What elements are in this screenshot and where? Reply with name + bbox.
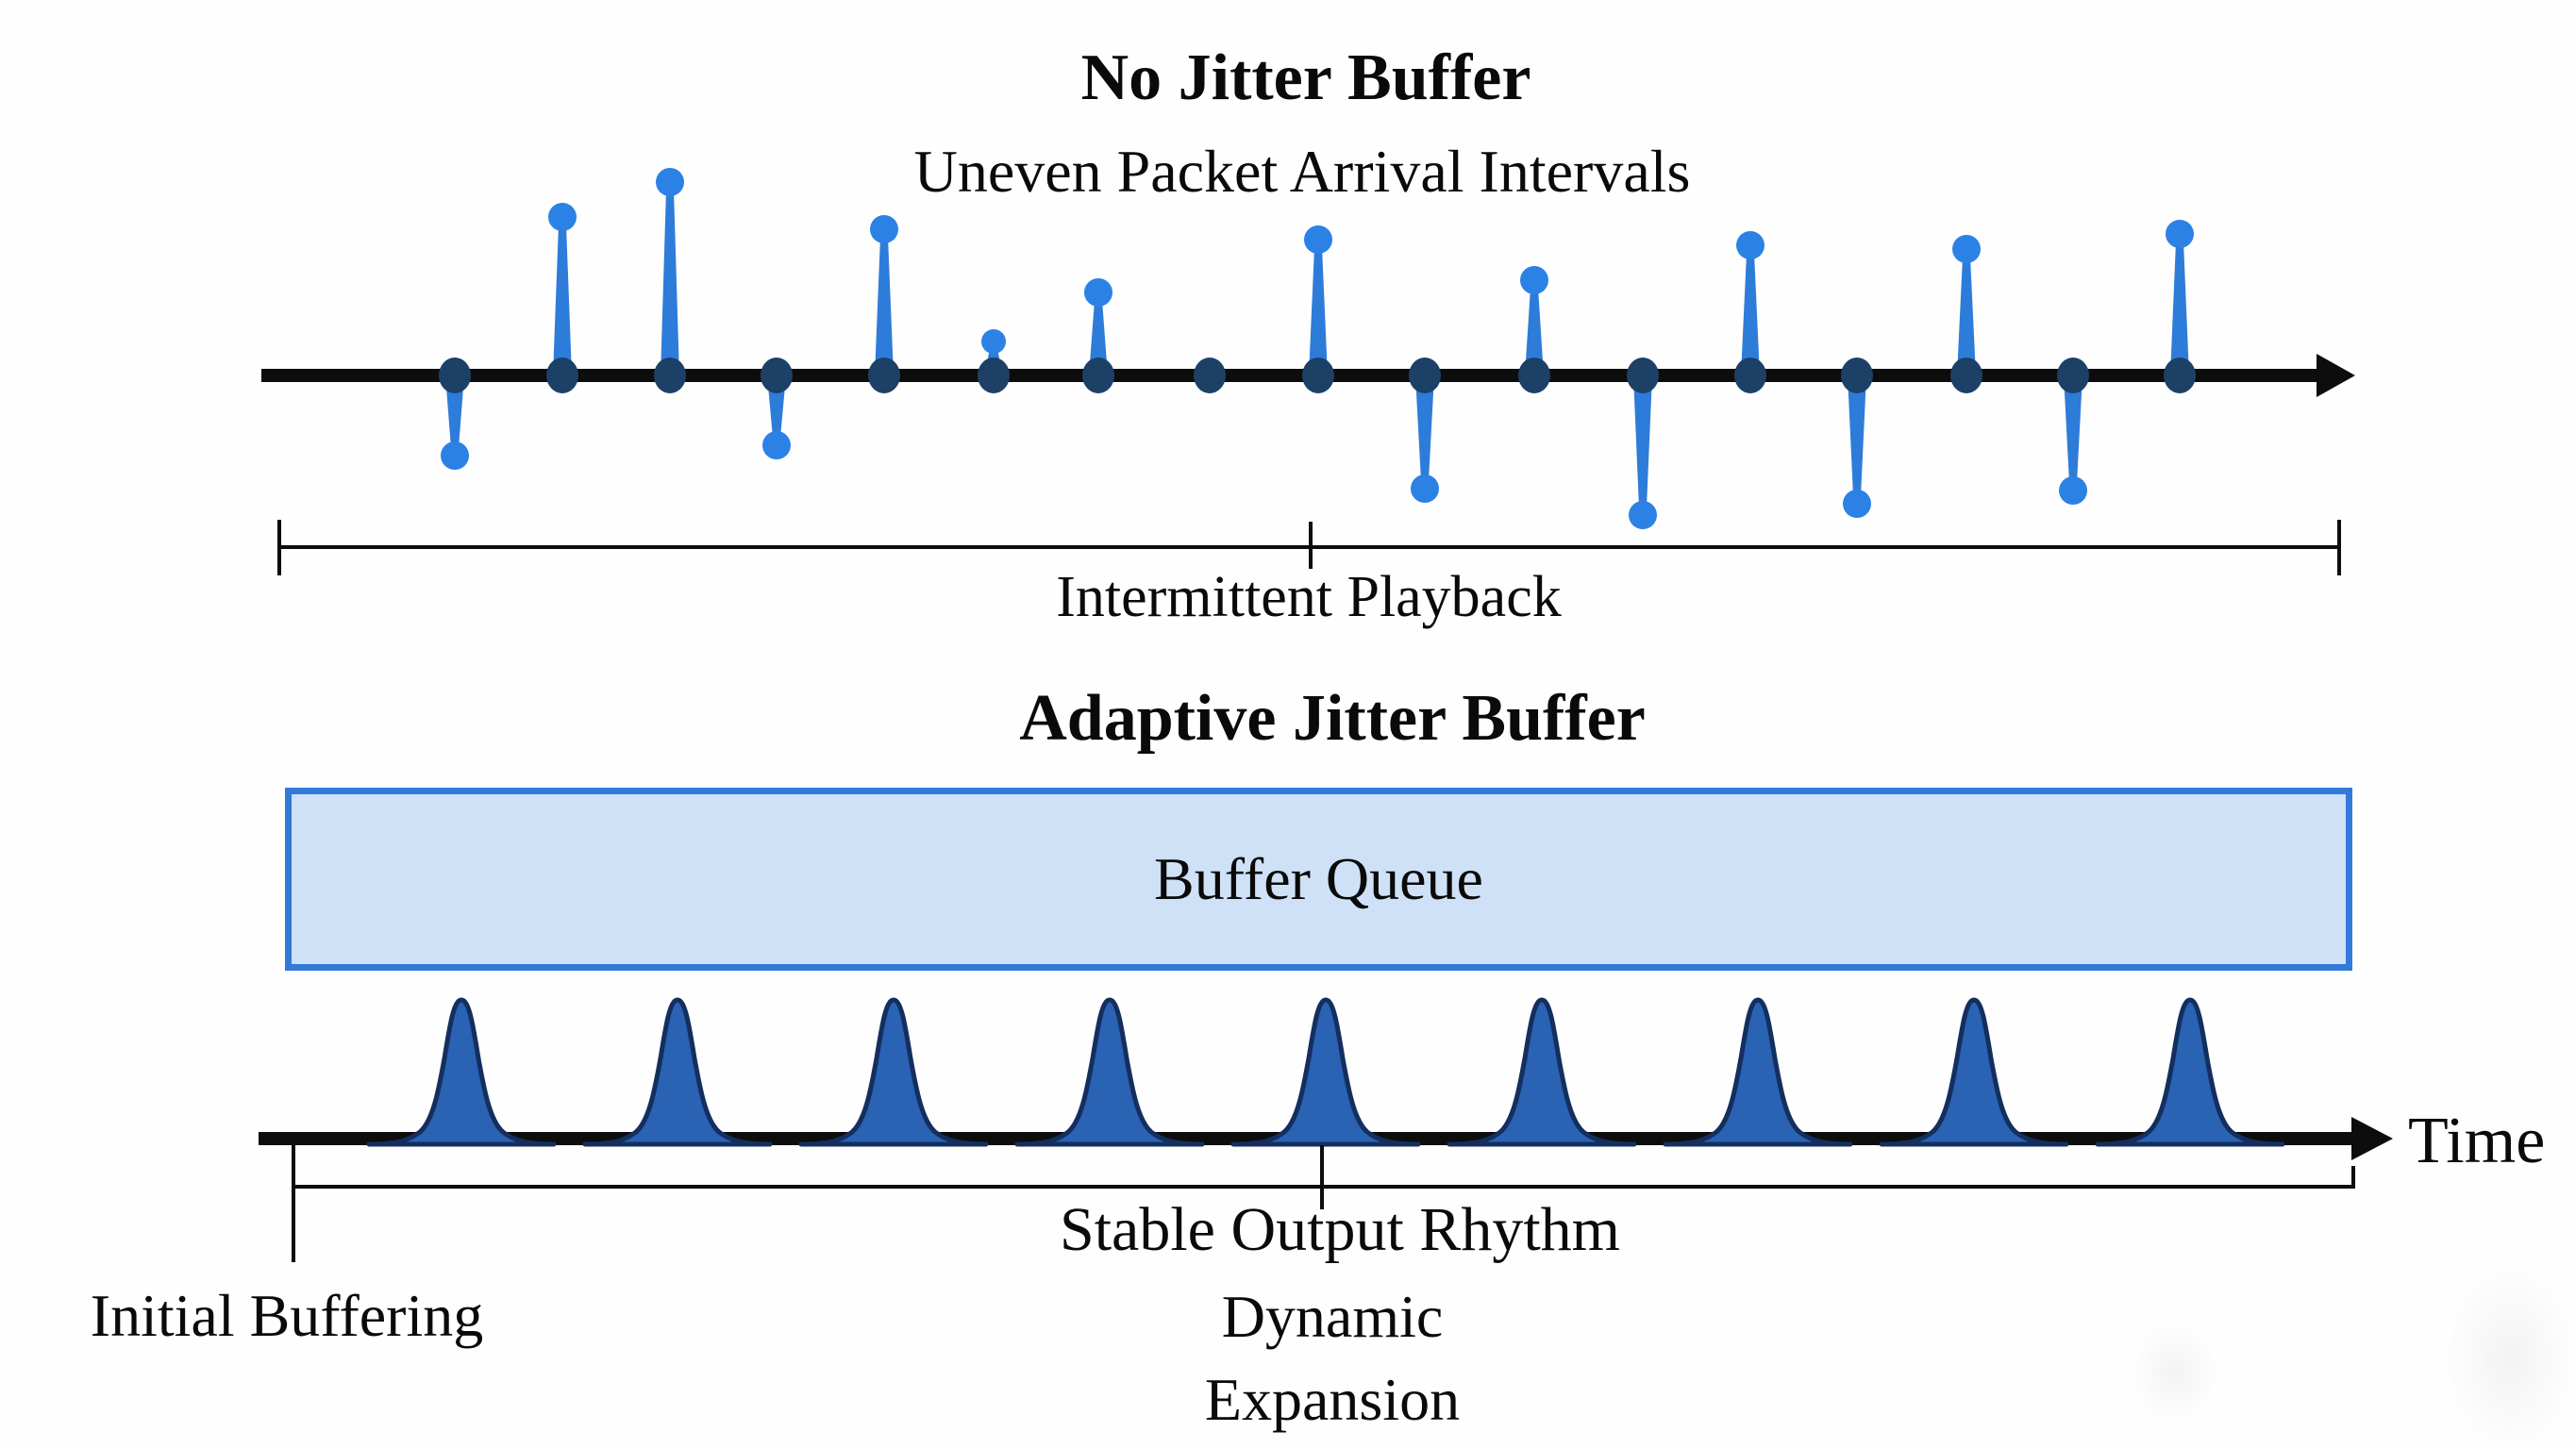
output-pulse [1663, 997, 1853, 1147]
packet-stem-tip [548, 203, 577, 231]
packet-stem [875, 237, 894, 375]
packet-dot [761, 358, 793, 393]
packet-stem [1309, 247, 1328, 375]
dynamic-expansion-line1: Dynamic [1221, 1283, 1444, 1350]
packet-stem-tip [1629, 501, 1657, 529]
packet-dot [978, 358, 1010, 393]
packet-dot [439, 358, 471, 393]
packet-stem-tip [2059, 476, 2087, 505]
packet-stem [553, 225, 572, 375]
packet-stem-tip [1843, 490, 1871, 518]
packet-stem [2064, 375, 2083, 483]
faint-smudge [2133, 1321, 2217, 1424]
packet-dot [1734, 358, 1766, 393]
intermittent-playback-label: Intermittent Playback [1056, 565, 1562, 629]
packet-dot [2164, 358, 2196, 393]
intermittent-playback-bracket [277, 520, 2341, 575]
packet-dot [1082, 358, 1114, 393]
packet-stem-tip [2166, 220, 2194, 248]
dynamic-expansion-line2: Expansion [1204, 1366, 1461, 1433]
packet-stem [1525, 288, 1544, 375]
packet-stem [661, 190, 679, 375]
packet-stem-tip [441, 441, 469, 470]
initial-buffering-label: Initial Buffering [90, 1282, 484, 1349]
packet-stem [1957, 257, 1976, 375]
packet-dot [868, 358, 900, 393]
output-axis-arrowhead [2351, 1117, 2393, 1160]
packet-stem-tip [1084, 278, 1112, 307]
packet-dot [1302, 358, 1334, 393]
packet-stem-tip [981, 329, 1006, 354]
output-pulse [1230, 997, 1421, 1147]
packet-dot [1841, 358, 1873, 393]
packet-dot [546, 358, 578, 393]
arrival-axis-arrowhead [2317, 354, 2355, 397]
buffer-queue-box: Buffer Queue [285, 788, 2352, 971]
packet-stem-tip [1411, 474, 1439, 503]
packet-stem [1848, 375, 1866, 496]
packet-stem-tip [1304, 225, 1332, 254]
packet-stem-tip [656, 168, 684, 196]
packet-stem [1415, 375, 1434, 481]
output-pulse [1447, 997, 1637, 1147]
packet-stem-tip [1736, 231, 1765, 259]
output-pulse [2095, 997, 2285, 1147]
packet-dot [2057, 358, 2089, 393]
adaptive-jitter-title: Adaptive Jitter Buffer [1019, 682, 1646, 755]
buffer-queue-label: Buffer Queue [1154, 845, 1483, 912]
output-pulse [1014, 997, 1205, 1147]
packet-dot [1409, 358, 1441, 393]
packet-stem-tip [1520, 266, 1548, 294]
output-pulse [582, 997, 773, 1147]
packet-dot [654, 358, 686, 393]
uneven-arrival-subtitle: Uneven Packet Arrival Intervals [913, 138, 1691, 205]
packet-stem-tip [1952, 235, 1981, 263]
packet-stem [1089, 300, 1108, 375]
packet-stem-tip [870, 215, 898, 243]
packet-dot [1518, 358, 1550, 393]
stable-output-bracket [292, 1143, 2355, 1262]
packet-stem-tip [762, 431, 791, 459]
output-pulse [366, 997, 557, 1147]
output-pulse [1879, 997, 2069, 1147]
packet-dot [1194, 358, 1226, 393]
time-axis-label: Time [2408, 1105, 2546, 1177]
packet-stem [2170, 241, 2189, 375]
no-jitter-title: No Jitter Buffer [1080, 42, 1531, 114]
packet-stem [445, 375, 464, 448]
stable-output-rhythm-label: Stable Output Rhythm [1060, 1195, 1620, 1264]
packet-dot [1627, 358, 1659, 393]
faint-smudge [2444, 1264, 2576, 1448]
packet-stem [1633, 375, 1652, 508]
output-pulse [798, 997, 989, 1147]
packet-stem [1741, 253, 1760, 375]
packet-dot [1950, 358, 1982, 393]
dynamic-expansion-label: Dynamic Expansion [1205, 1275, 1460, 1441]
